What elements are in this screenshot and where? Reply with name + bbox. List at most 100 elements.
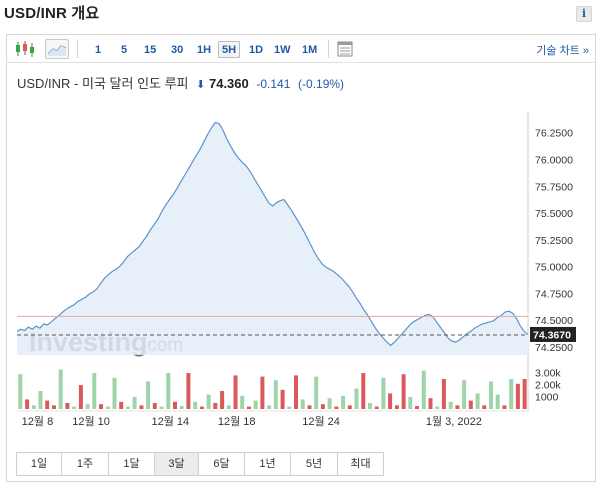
toolbar-divider: [328, 40, 329, 58]
range-3m[interactable]: 3달: [155, 453, 199, 475]
x-tick-label: 12월 14: [151, 415, 189, 428]
volume-bar: [489, 381, 493, 409]
volume-bar: [65, 403, 70, 409]
price-change: -0.141: [256, 77, 291, 91]
volume-bar: [421, 370, 426, 409]
volume-bar: [280, 389, 285, 409]
chart-widget: 1 5 15 30 1H 5H 1D 1W 1M 기술 차트 » USD/INR…: [6, 34, 596, 482]
area-chart-icon[interactable]: [45, 39, 69, 59]
volume-bar: [213, 403, 218, 409]
chart-toolbar: 1 5 15 30 1H 5H 1D 1W 1M 기술 차트 »: [7, 35, 595, 63]
interval-1d[interactable]: 1D: [249, 44, 264, 56]
instrument-name: USD/INR - 미국 달러 인도 루피: [17, 76, 189, 91]
volume-bar: [341, 395, 346, 409]
volume-bar: [455, 405, 460, 409]
volume-bar: [435, 406, 440, 409]
volume-bar: [72, 406, 77, 409]
volume-tick-label: 3.00k: [535, 368, 561, 380]
y-tick-label: 74.2500: [535, 342, 573, 354]
x-tick-label: 12월 24: [302, 415, 340, 428]
volume-bar: [58, 369, 63, 409]
volume-bar: [92, 373, 97, 409]
volume-bar: [220, 391, 225, 409]
volume-bar: [78, 385, 83, 409]
interval-5h[interactable]: 5H: [218, 41, 241, 58]
volume-bar: [45, 400, 50, 409]
volume-bar: [334, 406, 339, 409]
volume-bar: [247, 406, 251, 409]
volume-bar: [25, 399, 30, 409]
volume-bar: [368, 403, 372, 409]
table-icon[interactable]: [335, 39, 359, 59]
volume-bar: [327, 398, 332, 409]
volume-bar: [260, 376, 265, 409]
volume-bar: [347, 405, 352, 409]
candlestick-icon[interactable]: [13, 39, 37, 59]
volume-bar: [105, 406, 110, 409]
price-line: [16, 121, 529, 347]
y-tick-label: 74.5000: [535, 315, 573, 327]
volume-bar: [287, 406, 292, 409]
volume-bar: [199, 406, 204, 409]
page-header: USD/INR 개요 i: [0, 0, 600, 30]
x-tick-label: 12월 10: [72, 415, 110, 428]
range-max[interactable]: 최대: [338, 453, 383, 475]
y-tick-label: 76.0000: [535, 155, 573, 167]
price-chart[interactable]: Investing.com74.367076.250076.000075.750…: [7, 35, 595, 447]
y-tick-label: 75.5000: [535, 208, 573, 220]
volume-bar: [179, 406, 184, 409]
range-1y[interactable]: 1년: [245, 453, 291, 475]
volume-bar: [515, 383, 520, 409]
volume-bar: [475, 393, 480, 409]
interval-1[interactable]: 1: [95, 44, 102, 56]
tech-chart-link[interactable]: 기술 차트 »: [536, 45, 589, 57]
volume-bar: [388, 393, 393, 409]
interval-15[interactable]: 15: [144, 44, 157, 56]
volume-bar: [307, 405, 312, 409]
interval-1w[interactable]: 1W: [274, 44, 291, 56]
range-1w[interactable]: 1주: [62, 453, 109, 475]
y-tick-label: 75.2500: [535, 235, 573, 247]
volume-bar: [468, 400, 473, 409]
volume-bar: [448, 401, 453, 409]
range-6m[interactable]: 6달: [199, 453, 245, 475]
quote-line: USD/INR - 미국 달러 인도 루피 ⬇ 74.360 -0.141 (-…: [17, 73, 344, 92]
volume-bar: [233, 375, 238, 409]
volume-bar: [273, 380, 278, 409]
volume-bar: [125, 406, 130, 409]
interval-5[interactable]: 5: [121, 44, 128, 56]
x-tick-label: 12월 8: [22, 415, 54, 428]
volume-bar: [428, 398, 433, 409]
volume-bar: [408, 397, 413, 409]
volume-bar: [374, 406, 379, 409]
interval-1m[interactable]: 1M: [302, 44, 318, 56]
volume-bar: [38, 391, 43, 409]
volume-tick-label: 2.00k: [535, 380, 561, 392]
price-area: [17, 122, 528, 355]
y-tick-label: 75.0000: [535, 262, 573, 274]
range-1m[interactable]: 1달: [109, 453, 155, 475]
volume-bar: [320, 404, 325, 409]
volume-bar: [166, 373, 171, 409]
range-1d[interactable]: 1일: [17, 453, 62, 475]
y-tick-label: 75.7500: [535, 181, 573, 193]
info-icon[interactable]: i: [576, 6, 592, 22]
last-price-label: 74.3670: [533, 329, 571, 341]
volume-bar: [193, 401, 198, 409]
volume-bar: [112, 377, 117, 409]
y-tick-label: 74.7500: [535, 288, 573, 300]
interval-1h[interactable]: 1H: [197, 44, 212, 56]
range-5y[interactable]: 5년: [291, 453, 338, 475]
x-tick-label: 1월 3, 2022: [426, 415, 482, 428]
volume-bar: [381, 377, 386, 409]
volume-bar: [99, 404, 103, 409]
volume-bar: [267, 405, 272, 409]
volume-bar: [146, 381, 151, 409]
interval-30[interactable]: 30: [171, 44, 184, 56]
volume-bar: [152, 403, 157, 409]
last-price: 74.360: [208, 76, 249, 91]
last-price-marker: [530, 326, 576, 342]
volume-bar: [441, 379, 446, 409]
volume-bar: [354, 388, 359, 409]
volume-tick-label: 1000: [535, 392, 559, 404]
